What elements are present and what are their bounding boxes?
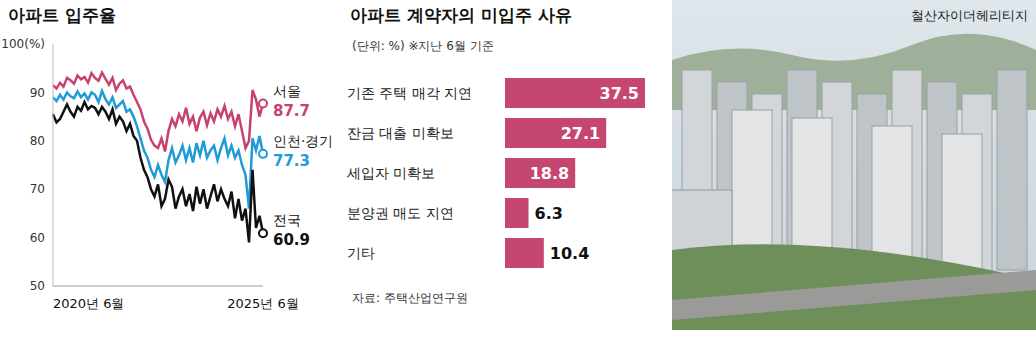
svg-text:100(%): 100(%) [1, 37, 45, 51]
svg-text:50: 50 [30, 279, 45, 293]
svg-text:80: 80 [30, 134, 45, 148]
svg-text:분양권 매도 지연: 분양권 매도 지연 [347, 205, 454, 221]
svg-text:90: 90 [30, 86, 45, 100]
svg-text:기타: 기타 [347, 245, 375, 261]
svg-text:세입자 미확보: 세입자 미확보 [347, 165, 435, 181]
svg-text:10.4: 10.4 [550, 244, 589, 263]
svg-text:18.8: 18.8 [530, 164, 569, 183]
svg-text:전국: 전국 [273, 212, 301, 228]
svg-text:87.7: 87.7 [273, 102, 310, 120]
svg-text:27.1: 27.1 [561, 124, 600, 143]
html-text:아파트 계약자의 미입주 사유: 아파트 계약자의 미입주 사유 [350, 5, 572, 25]
svg-text:서울: 서울 [273, 83, 301, 99]
svg-text:60: 60 [30, 231, 45, 245]
svg-text:잔금 대출 미확보: 잔금 대출 미확보 [347, 125, 454, 141]
svg-text:인천·경기: 인천·경기 [273, 133, 333, 149]
svg-text:2025년 6월: 2025년 6월 [227, 296, 299, 311]
html-text:아파트 입주율: 아파트 입주율 [8, 5, 116, 25]
svg-text:철산자이더헤리티지: 철산자이더헤리티지 [911, 8, 1028, 23]
svg-text:60.9: 60.9 [273, 231, 310, 249]
svg-text:77.3: 77.3 [273, 152, 310, 170]
html-text:(단위: %) ※지난 6월 기준: (단위: %) ※지난 6월 기준 [352, 39, 494, 53]
svg-text:6.3: 6.3 [535, 204, 563, 223]
svg-text:37.5: 37.5 [600, 84, 639, 103]
svg-text:70: 70 [30, 182, 45, 196]
svg-text:기존 주택 매각 지연: 기존 주택 매각 지연 [347, 85, 472, 101]
svg-text:2020년 6월: 2020년 6월 [53, 296, 125, 311]
html-text:자료: 주택산업연구원: 자료: 주택산업연구원 [352, 291, 468, 305]
